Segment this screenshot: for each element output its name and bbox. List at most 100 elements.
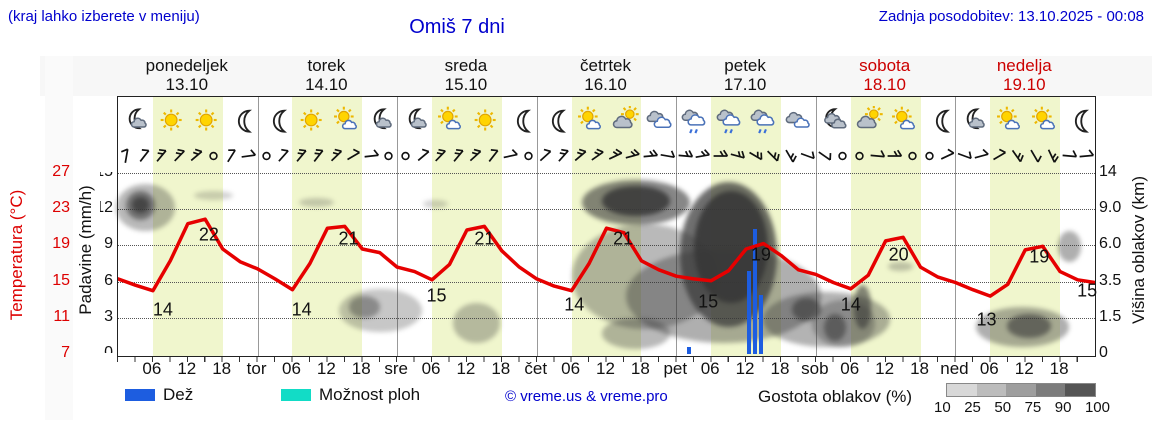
weather-icon-row	[118, 98, 1095, 141]
location-menu-hint: (kraj lahko izberete v meniju)	[8, 8, 200, 25]
x-axis-hour-label: 18	[770, 359, 790, 378]
temp-axis-tick: 11	[53, 307, 70, 325]
cloud-density-blob	[887, 261, 914, 271]
cloud-density-blob	[422, 200, 449, 209]
rain-bar	[753, 228, 758, 354]
temp-label: 19	[750, 244, 771, 265]
clouds-icon	[641, 98, 676, 141]
colorbar-segment	[1065, 384, 1095, 396]
temp-label: 15	[698, 291, 719, 312]
wind-calm-icon	[380, 141, 397, 171]
wind-calm-icon	[205, 141, 222, 171]
showers-legend-swatch	[281, 389, 311, 401]
cloud-density-blob	[348, 296, 380, 318]
sun-cloud-icon	[572, 98, 607, 141]
moon-cloud-icon	[955, 98, 990, 141]
wind-barb-icon	[746, 141, 763, 171]
x-axis-hour-label: 06	[421, 359, 441, 378]
temp-axis-tick: 19	[52, 235, 70, 253]
colorbar-segment	[1035, 384, 1066, 396]
cloud-density-blob	[453, 303, 500, 344]
daylight-band	[990, 97, 1061, 356]
wind-barb-icon	[240, 141, 257, 171]
cloud-density-blob	[298, 198, 334, 208]
precipitation-axis-label: Padavine (mm/h)	[76, 185, 95, 315]
temp-label: 15	[426, 285, 447, 306]
cloud-axis-tick: 3.5	[1099, 271, 1122, 289]
day-header: nedelja 19.10	[954, 56, 1094, 94]
temp-label: 14	[840, 294, 861, 315]
wind-barb-icon	[729, 141, 746, 171]
temp-label: 15	[1077, 280, 1098, 301]
colorbar-segment	[947, 384, 977, 396]
temp-label: 19	[1029, 246, 1050, 267]
x-axis-hour-label: 06	[979, 359, 999, 378]
day-name: četrtek	[580, 56, 632, 75]
day-separator	[397, 97, 399, 356]
x-axis-hour-label: 18	[630, 359, 650, 378]
wind-barb-icon	[327, 141, 344, 171]
wind-barb-icon	[467, 141, 484, 171]
rain-legend-swatch	[125, 389, 155, 401]
temp-label: 13	[976, 309, 997, 330]
x-axis-hour-label: 06	[281, 359, 301, 378]
day-separator	[676, 97, 678, 356]
day-separator	[955, 97, 957, 356]
cloud-density-blob	[601, 185, 670, 217]
colorbar-tick: 75	[1024, 399, 1042, 416]
wind-barb-icon	[677, 141, 694, 171]
wind-barb-icon	[310, 141, 327, 171]
cloud-axis-tick: 0	[1099, 344, 1108, 361]
temperature-axis-label: Temperatura (°C)	[7, 189, 26, 321]
x-axis-hour-label: 06	[561, 359, 581, 378]
cloud-sun-icon	[606, 98, 641, 141]
wind-barb-icon	[572, 141, 589, 171]
precip-axis-tick: 6	[104, 271, 113, 289]
daylight-band	[432, 97, 502, 356]
wind-barb-icon	[868, 141, 885, 171]
x-axis-day-label: sob	[801, 359, 829, 378]
wind-barb-icon	[711, 141, 728, 171]
wind-barb-icon	[1078, 141, 1095, 171]
x-axis-hour-label: 12	[875, 359, 895, 378]
moon-icon	[920, 98, 955, 141]
sun-cloud-icon	[1025, 98, 1060, 141]
moon-icon	[258, 98, 293, 141]
moon-cloud-icon	[362, 98, 397, 141]
cloud-density-colorbar-ticks: 10 25 50 75 90 100	[934, 399, 1110, 416]
wind-barb-icon	[223, 141, 240, 171]
colorbar-tick: 90	[1054, 399, 1072, 416]
day-header: sobota 18.10	[815, 56, 955, 94]
x-axis-hour-label: 06	[142, 359, 162, 378]
day-name: ponedeljek	[145, 56, 228, 75]
showers-legend-label: Možnost ploh	[319, 385, 421, 404]
day-separator	[536, 97, 538, 356]
wind-barb-icon	[973, 141, 990, 171]
x-axis-day-label: pet	[663, 359, 688, 378]
day-date: 15.10	[444, 75, 488, 94]
wind-calm-icon	[397, 141, 414, 171]
day-header-row: ponedeljek 13.10 torek 14.10 sreda 15.10 četrt…	[117, 56, 1094, 94]
wind-barb-icon	[659, 141, 676, 171]
sun-cloud-icon	[990, 98, 1025, 141]
day-header: sreda 15.10	[396, 56, 536, 94]
x-axis-day-label: čet	[524, 359, 548, 378]
wind-barb-row	[118, 141, 1095, 171]
grid-line	[118, 281, 1095, 283]
cloud-sun-icon	[851, 98, 886, 141]
wind-barb-icon	[537, 141, 554, 171]
sun-icon	[292, 98, 327, 141]
sun-icon	[467, 98, 502, 141]
temp-label: 21	[338, 228, 359, 249]
x-axis-hour-label: 12	[596, 359, 615, 378]
temp-label: 21	[474, 228, 495, 249]
wind-calm-icon	[851, 141, 868, 171]
temperature-curve	[118, 217, 1095, 298]
x-axis-hour-label: 12	[177, 359, 197, 378]
wind-barb-icon	[118, 141, 135, 171]
cloud-density-blob	[792, 297, 822, 322]
x-axis-hour-label: 12	[1014, 359, 1034, 378]
colorbar-tick: 100	[1084, 399, 1110, 416]
sun-icon	[188, 98, 223, 141]
wind-barb-icon	[345, 141, 362, 171]
